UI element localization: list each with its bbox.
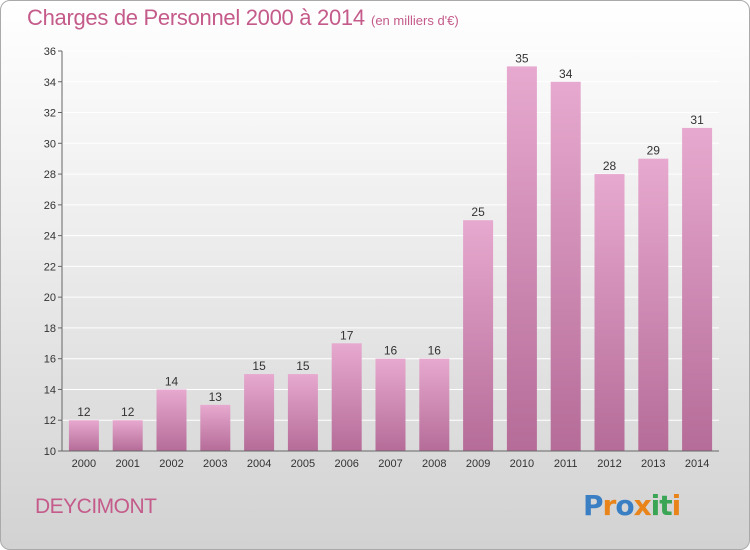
x-tick-label: 2005	[291, 458, 315, 470]
data-label: 13	[209, 390, 223, 404]
x-tick-label: 2003	[203, 458, 227, 470]
data-label: 16	[428, 344, 442, 358]
x-tick-label: 2011	[554, 458, 578, 470]
x-tick-label: 2004	[247, 458, 271, 470]
data-label: 14	[165, 374, 179, 388]
bar	[594, 174, 625, 452]
x-tick-label: 2007	[378, 458, 402, 470]
logo-letter: t	[659, 489, 672, 522]
y-tick-label: 14	[44, 384, 56, 396]
data-label: 17	[340, 328, 354, 342]
y-tick-label: 18	[44, 323, 56, 335]
data-label: 12	[77, 405, 91, 419]
y-tick-label: 10	[44, 446, 56, 458]
bar	[68, 420, 99, 451]
x-tick-label: 2012	[597, 458, 621, 470]
x-tick-label: 2002	[159, 458, 183, 470]
place-name: DEYCIMONT	[35, 495, 157, 518]
y-tick-label: 24	[44, 231, 56, 243]
y-tick-label: 20	[44, 292, 56, 304]
bar	[506, 66, 537, 451]
data-label: 15	[252, 359, 266, 373]
x-tick-label: 2000	[72, 458, 96, 470]
y-tick-label: 12	[44, 415, 56, 427]
y-tick-label: 30	[44, 138, 56, 150]
proxiti-logo: Proxiti	[583, 489, 682, 522]
data-label: 12	[121, 405, 135, 419]
bar	[463, 220, 494, 451]
logo-letter: P	[583, 489, 604, 522]
y-tick-label: 22	[44, 261, 56, 273]
logo-letter: i	[650, 489, 661, 522]
x-tick-label: 2009	[466, 458, 490, 470]
bar	[112, 420, 143, 451]
bar	[419, 358, 450, 451]
bar	[156, 389, 187, 451]
x-tick-label: 2010	[510, 458, 534, 470]
bar	[244, 374, 275, 451]
y-tick-label: 28	[44, 169, 56, 181]
x-tick-label: 2008	[422, 458, 446, 470]
x-tick-label: 2006	[334, 458, 358, 470]
data-label: 34	[559, 67, 573, 81]
data-label: 31	[690, 113, 704, 127]
bars	[68, 66, 713, 452]
bar	[375, 358, 406, 451]
chart-subtitle: (en milliers d'€)	[371, 13, 459, 28]
bar	[638, 158, 669, 451]
y-tick-label: 36	[44, 46, 56, 58]
data-label: 15	[296, 359, 310, 373]
logo-letter: o	[615, 489, 634, 522]
bar	[200, 404, 231, 451]
logo-letter: x	[633, 489, 652, 522]
chart-title: Charges de Personnel 2000 à 2014	[27, 5, 365, 30]
labels: 10 12 14 16 18 20 22 24 26 28 30 32 34 36 12 2000 12 2001…	[44, 46, 710, 470]
data-label: 25	[471, 205, 485, 219]
data-label: 35	[515, 51, 529, 65]
bar	[331, 343, 362, 451]
x-tick-label: 2013	[641, 458, 665, 470]
data-label: 16	[384, 344, 398, 358]
logo-letter: i	[671, 489, 682, 522]
x-tick-label: 2014	[685, 458, 709, 470]
y-tick-label: 32	[44, 108, 56, 120]
bar	[682, 127, 713, 451]
y-tick-label: 16	[44, 354, 56, 366]
y-tick-label: 34	[44, 77, 56, 89]
y-tick-label: 26	[44, 200, 56, 212]
logo-letter: r	[602, 489, 617, 522]
axes	[58, 50, 719, 452]
data-label: 28	[603, 159, 617, 173]
data-label: 29	[647, 144, 661, 158]
x-tick-label: 2001	[115, 458, 139, 470]
bar	[550, 81, 581, 452]
bar	[287, 374, 318, 451]
